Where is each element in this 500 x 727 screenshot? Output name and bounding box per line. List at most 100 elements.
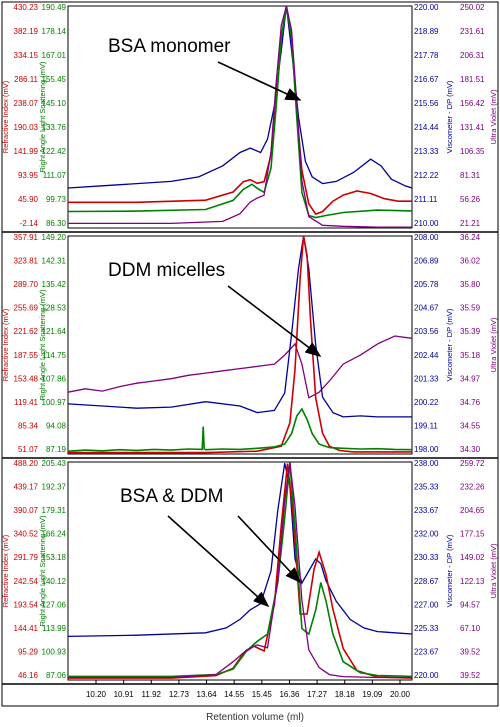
ls-tick-label: 87.06	[46, 671, 67, 680]
visc-axis-title: Viscometer - DP (mV)	[445, 308, 454, 381]
ri-tick-label: 153.48	[14, 374, 39, 383]
visc-tick-label: 230.33	[414, 553, 439, 562]
uv-series-line	[68, 5, 412, 228]
ls-tick-label: 100.97	[42, 398, 67, 407]
uv-tick-label: 232.26	[460, 483, 485, 492]
ls-tick-label: 166.24	[42, 530, 67, 539]
ls-tick-label: 142.31	[42, 257, 67, 266]
uv-axis-title: Ultra Violet (mV)	[489, 89, 498, 144]
ri-tick-label: -2.14	[20, 219, 39, 228]
annotation-arrow	[237, 515, 302, 584]
x-tick-label: 20.00	[390, 690, 411, 699]
ri-tick-label: 119.41	[14, 398, 38, 407]
panel-bsa-and-ddm: 488.20 439.17 390.07 340.52 291.79 242.54 193.…	[1, 458, 499, 685]
ls-tick-label: 135.42	[42, 280, 67, 289]
x-tick-label: 14.55	[224, 690, 245, 699]
uv-axis-title: Ultra Violet (mV)	[489, 317, 498, 372]
ls-tick-label: 127.06	[42, 600, 67, 609]
ls-tick-label: 192.37	[42, 483, 67, 492]
ls-tick-label: 155.45	[42, 75, 67, 84]
ls-tick-label: 190.49	[42, 3, 67, 12]
ri-tick-label: 242.54	[14, 577, 39, 586]
ri-tick-label: 334.15	[14, 51, 39, 60]
visc-tick-label: 202.44	[414, 351, 439, 360]
ri-axis-title: Refractive Index (mV)	[1, 308, 10, 381]
ls-series-line	[67, 6, 413, 219]
peak-annotation: BSA & DDM	[120, 486, 223, 507]
ri-tick-label: 382.19	[14, 27, 39, 36]
x-tick-label: 10.91	[114, 690, 135, 699]
uv-tick-label: 149.02	[460, 553, 485, 562]
visc-tick-label: 214.44	[414, 123, 439, 132]
uv-tick-label: 35.39	[460, 327, 481, 336]
visc-tick-label: 227.00	[414, 600, 439, 609]
visc-tick-label: 212.22	[414, 171, 439, 180]
x-tick-label: 17.27	[307, 690, 328, 699]
ri-tick-label: 488.20	[14, 459, 39, 468]
uv-tick-label: 177.15	[460, 530, 485, 539]
uv-tick-label: 131.41	[460, 123, 485, 132]
ls-tick-label: 122.42	[42, 147, 67, 156]
ls-tick-label: 87.19	[46, 445, 67, 454]
ri-tick-label: 323.81	[14, 257, 39, 266]
visc-tick-label: 238.00	[414, 459, 439, 468]
ri-tick-label: 85.34	[18, 421, 39, 430]
ls-tick-label: 178.14	[42, 27, 67, 36]
uv-tick-label: 250.02	[460, 3, 485, 12]
ri-tick-label: 95.29	[18, 647, 39, 656]
ls-tick-label: 128.53	[42, 304, 67, 313]
uv-tick-label: 39.52	[460, 671, 481, 680]
visc-tick-label: 223.67	[414, 647, 439, 656]
ls-tick-label: 99.73	[46, 195, 67, 204]
uv-tick-label: 56.26	[460, 195, 481, 204]
ls-tick-label: 107.86	[42, 374, 67, 383]
uv-tick-label: 106.35	[460, 147, 485, 156]
visc-tick-label: 235.33	[414, 483, 439, 492]
uv-tick-label: 259.72	[460, 459, 485, 468]
ls-tick-label: 114.75	[42, 351, 66, 360]
annotation-arrow	[227, 285, 322, 357]
uv-tick-label: 231.61	[460, 27, 485, 36]
ri-tick-label: 430.23	[14, 3, 39, 12]
visc-tick-label: 203.56	[414, 327, 439, 336]
ls-tick-label: 179.31	[42, 506, 67, 515]
ls-tick-label: 153.18	[42, 553, 67, 562]
visc-tick-label: 211.11	[414, 195, 438, 204]
peak-annotation: BSA monomer	[108, 36, 231, 57]
uv-tick-label: 67.10	[460, 624, 481, 633]
x-tick-label: 12.73	[169, 690, 190, 699]
x-tick-label: 19.09	[362, 690, 383, 699]
ri-tick-label: 238.07	[14, 99, 39, 108]
panel-bsa-monomer: 430.23 382.19 334.15 286.11 238.07 190.03 141.…	[1, 2, 499, 233]
visc-axis-title: Viscometer - DP (mV)	[445, 534, 454, 607]
ls-axis-title: Right Angle Light Scattering (mV)	[38, 289, 47, 400]
uv-tick-label: 181.51	[460, 75, 485, 84]
uv-tick-label: 36.24	[460, 233, 481, 242]
visc-tick-label: 208.00	[414, 233, 439, 242]
uv-tick-label: 36.02	[460, 257, 481, 266]
ls-tick-label: 86.30	[46, 219, 67, 228]
uv-axis-title: Ultra Violet (mV)	[489, 543, 498, 598]
uv-tick-label: 34.30	[460, 445, 481, 454]
visc-tick-label: 220.00	[414, 3, 439, 12]
ri-tick-label: 190.03	[14, 123, 39, 132]
ls-tick-label: 121.64	[42, 327, 67, 336]
uv-series-line	[67, 335, 413, 399]
ri-tick-label: 255.69	[14, 304, 39, 313]
visc-tick-label: 206.89	[414, 257, 439, 266]
visc-tick-label: 210.00	[414, 219, 439, 228]
visc-tick-label: 225.33	[414, 624, 439, 633]
ri-axis-title: Refractive Index (mV)	[1, 80, 10, 153]
ls-axis-title: Right Angle Light Scattering (mV)	[38, 515, 47, 626]
peak-annotation: DDM micelles	[108, 260, 225, 281]
ls-tick-label: 205.43	[42, 459, 67, 468]
ri-tick-label: 390.07	[14, 506, 39, 515]
visc-tick-label: 228.67	[414, 577, 439, 586]
ri-tick-label: 291.79	[14, 553, 39, 562]
uv-tick-label: 35.59	[460, 304, 481, 313]
ri-tick-label: 141.99	[14, 147, 39, 156]
uv-tick-label: 122.13	[460, 577, 485, 586]
x-tick-label: 13.64	[197, 690, 218, 699]
ri-tick-label: 45.90	[18, 195, 39, 204]
ri-tick-label: 193.54	[14, 600, 39, 609]
